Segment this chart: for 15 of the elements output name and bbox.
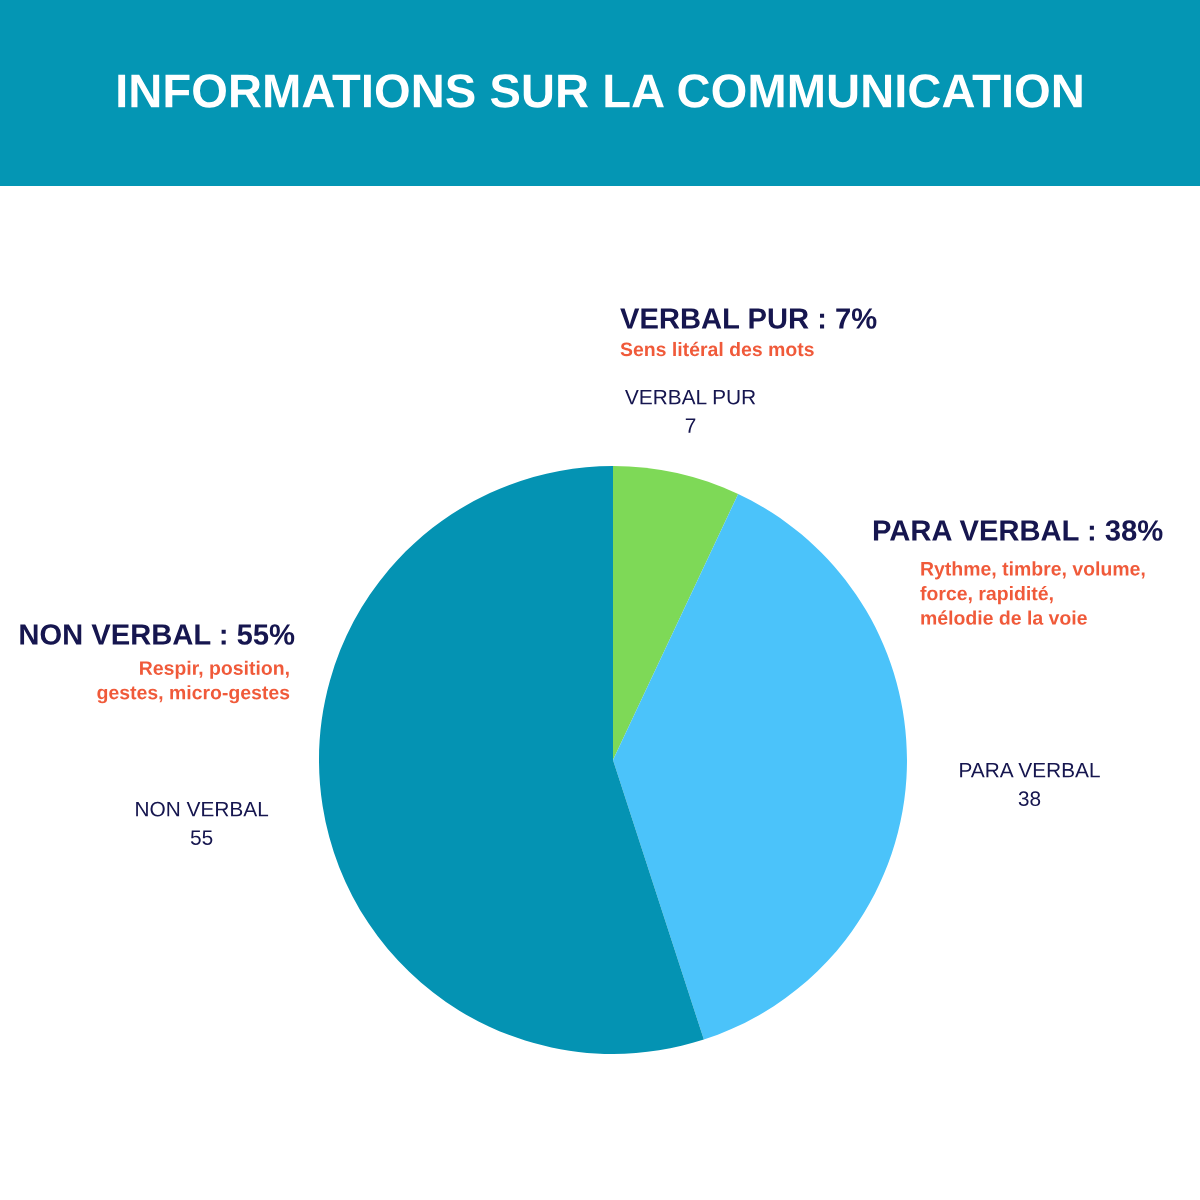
- data-label: 38: [1018, 791, 1041, 807]
- text: PARA VERBAL : 38%: [873, 520, 1163, 541]
- pie-slice: [613, 466, 739, 760]
- slice-label: VERBAL PUR: [625, 389, 756, 405]
- data-label: 7: [685, 418, 696, 433]
- chart-title: INFORMATIONS SUR LA COMMUNICATION: [118, 74, 1082, 108]
- text: Sens litéral des mots: [620, 341, 814, 357]
- pie-slice: [319, 466, 704, 1054]
- text: VERBAL PUR : 7%: [620, 308, 877, 329]
- text: NON VERBAL : 55%: [20, 624, 295, 645]
- text: Rythme, timbre, volume, force, rapidité, mélodie de la voie: [920, 561, 1145, 625]
- text: Respir, position, gestes, micro-gestes: [97, 660, 290, 704]
- data-label: 55: [190, 830, 213, 845]
- slice-label: NON VERBAL: [136, 801, 269, 817]
- slice-label: PARA VERBAL: [960, 763, 1100, 778]
